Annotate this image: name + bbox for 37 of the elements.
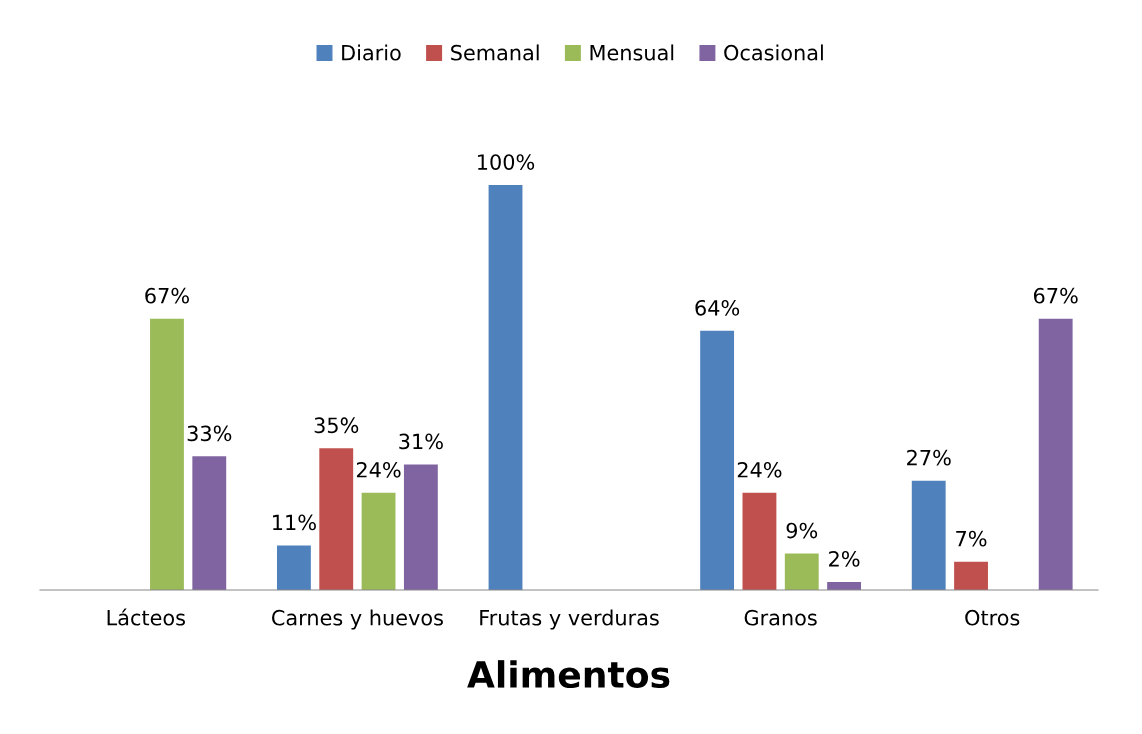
data-label: 2% xyxy=(829,551,860,567)
data-label: 9% xyxy=(786,522,818,539)
x-tick-label: Lácteos xyxy=(107,608,185,626)
bar xyxy=(276,545,311,590)
x-tick-label: Carnes y huevos xyxy=(272,609,443,630)
bar xyxy=(911,480,946,590)
data-label: 31% xyxy=(399,433,443,450)
data-label: 64% xyxy=(695,299,740,316)
bar xyxy=(488,185,523,590)
legend-label: Semanal xyxy=(451,44,539,61)
data-label: 11% xyxy=(273,514,316,531)
bar xyxy=(954,561,988,590)
x-axis-title: Alimentos xyxy=(467,660,670,689)
data-label: 33% xyxy=(187,425,232,442)
data-label: 67% xyxy=(1033,287,1078,304)
bar xyxy=(742,492,777,590)
bar xyxy=(192,456,227,590)
bar xyxy=(403,464,438,590)
bar xyxy=(361,492,396,590)
data-label: 7% xyxy=(956,530,987,547)
bar xyxy=(784,553,819,590)
bar xyxy=(150,318,184,590)
data-label: 100% xyxy=(478,154,535,170)
legend-label: Ocasional xyxy=(724,44,823,61)
data-label: 24% xyxy=(737,461,782,478)
x-tick-label: Otros xyxy=(965,609,1020,626)
x-tick-label: Granos xyxy=(744,609,817,626)
data-label: 67% xyxy=(145,287,189,304)
data-label: 27% xyxy=(907,449,951,466)
data-label: 24% xyxy=(356,461,401,478)
bar xyxy=(700,330,735,590)
x-tick-label: Frutas y verduras xyxy=(480,609,659,630)
legend-label: Mensual xyxy=(590,44,674,61)
data-label: 35% xyxy=(314,417,359,434)
legend-label: Diario xyxy=(342,44,401,61)
bar xyxy=(1038,318,1073,590)
bar xyxy=(319,448,354,590)
